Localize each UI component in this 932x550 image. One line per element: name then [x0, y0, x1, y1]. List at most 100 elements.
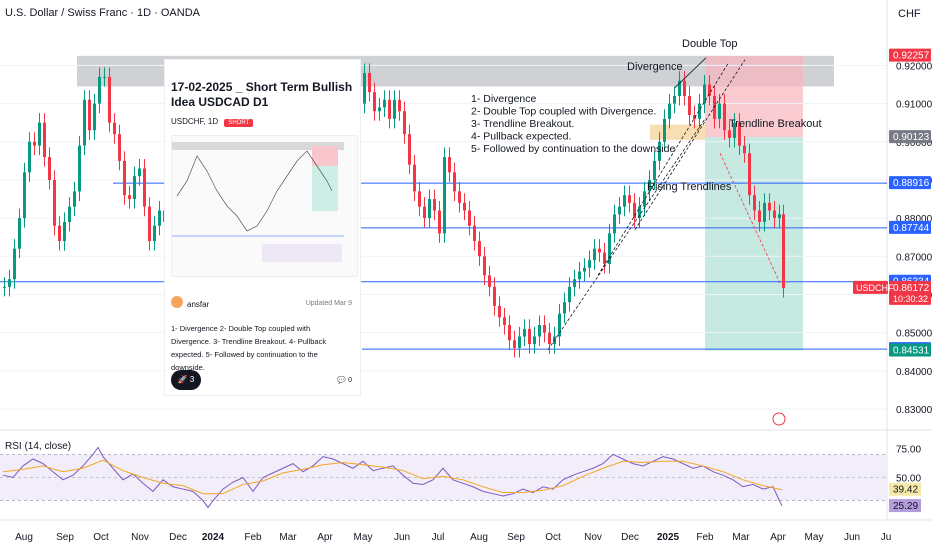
candle-body [758, 210, 761, 222]
idea-preview-card[interactable]: 17-02-2025 _ Short Term Bullish Idea USD… [165, 60, 360, 395]
candle-body [398, 99, 401, 112]
candle-body [683, 80, 686, 96]
boost-button[interactable]: 🚀 3 [171, 370, 201, 390]
candle-body [453, 172, 456, 192]
candle-body [73, 191, 76, 207]
time-tick-label: Jul [432, 532, 445, 543]
candle-body [753, 195, 756, 211]
candle-body [433, 199, 436, 211]
idea-symbol-text: USDCHF, 1D [171, 117, 219, 126]
candle-body [418, 191, 421, 207]
candle-body [393, 99, 396, 119]
annotation-label: Double Top [682, 38, 737, 50]
price-axis-layer: 0.830000.840000.850000.860000.870000.880… [853, 48, 932, 416]
candle-body [533, 336, 536, 345]
candle-body [28, 141, 31, 173]
candle-body [38, 122, 41, 146]
pullback-zone [650, 124, 705, 140]
price-tick-label: 0.92000 [896, 61, 932, 72]
time-tick-label: Oct [545, 532, 561, 543]
candle-body [743, 145, 746, 154]
candle-body [693, 115, 696, 119]
comments-button[interactable]: 💬 0 [337, 377, 352, 384]
candle-body [733, 122, 736, 138]
candle-body [673, 95, 676, 104]
candle-body [53, 179, 56, 226]
time-tick-label: Apr [317, 532, 333, 543]
price-tick-label: 0.90000 [896, 138, 932, 149]
time-tick-label: Feb [244, 532, 262, 543]
price-label-box [889, 220, 931, 234]
candle-body [18, 218, 21, 249]
candle-body [158, 210, 161, 226]
candle-body [668, 103, 671, 119]
price-label-text: 0.92257 [893, 51, 930, 62]
candle-body [68, 206, 71, 222]
candle-body [658, 141, 661, 161]
rsi-tick-label: 75.00 [896, 445, 921, 456]
candle-body [103, 76, 106, 78]
author-name[interactable]: ansfar [187, 300, 210, 309]
candle-body [43, 122, 46, 158]
price-tick-label: 0.84000 [896, 367, 932, 378]
double-top-arrow [674, 57, 707, 88]
candle-body [593, 248, 596, 261]
idea-title[interactable]: 17-02-2025 _ Short Term Bullish Idea USD… [171, 80, 353, 109]
time-tick-label: Nov [131, 532, 149, 543]
candle-body [98, 76, 101, 104]
rising-trendline-2 [597, 63, 729, 276]
price-label-box [889, 343, 931, 357]
idea-thumbnail[interactable] [171, 135, 358, 277]
author-avatar[interactable] [171, 296, 183, 308]
candle-body [473, 225, 476, 242]
time-tick-label: Sep [56, 532, 74, 543]
candle-body [138, 168, 141, 177]
rsi-tick-label: 50.00 [896, 474, 921, 485]
candle-body [443, 157, 446, 234]
analysis-list-item: 5- Followed by continuation to the downs… [471, 143, 675, 155]
candle-body [58, 225, 61, 242]
candle-body [413, 164, 416, 192]
candle-body [508, 325, 511, 341]
candle-body [403, 111, 406, 135]
candle-body [568, 286, 571, 303]
analysis-list-item: 1- Divergence [471, 93, 537, 105]
candle-body [763, 202, 766, 222]
candle-body [528, 328, 531, 345]
rsi-title: RSI (14, close) [5, 441, 71, 452]
candle-body [643, 191, 646, 207]
candle-body [778, 214, 781, 219]
thumbnail-chart [172, 142, 344, 262]
candle-body [428, 199, 431, 219]
price-label-text: 0.90123 [893, 132, 930, 143]
candle-body [478, 241, 481, 257]
idea-description: 1- Divergence 2- Double Top coupled with… [171, 324, 327, 372]
candle-body [153, 225, 156, 242]
price-tick-label: 0.87000 [896, 252, 932, 263]
time-tick-label: May [354, 532, 373, 543]
annotation-label: Trendline Breakout [729, 118, 822, 130]
price-tick-label: 0.85000 [896, 329, 932, 340]
candle-body [578, 271, 581, 280]
comments-count: 0 [348, 377, 352, 384]
candle-body [503, 317, 506, 326]
candle-body [463, 202, 466, 211]
candle-body [618, 206, 621, 215]
price-label-text: 0.87744 [893, 223, 930, 234]
rsi-line [2, 446, 783, 509]
price-label-box [889, 130, 931, 144]
candle-body [782, 214, 785, 288]
candle-body [558, 313, 561, 337]
currency-label: CHF [898, 8, 921, 20]
candle-body [33, 141, 36, 146]
candle-body [163, 210, 166, 222]
candle-body [663, 118, 666, 142]
candle-body [518, 336, 521, 348]
time-tick-label: Aug [15, 532, 33, 543]
time-tick-label: Mar [732, 532, 750, 543]
price-label-box [889, 48, 931, 62]
candle-body [608, 233, 611, 264]
candle-body [448, 157, 451, 173]
